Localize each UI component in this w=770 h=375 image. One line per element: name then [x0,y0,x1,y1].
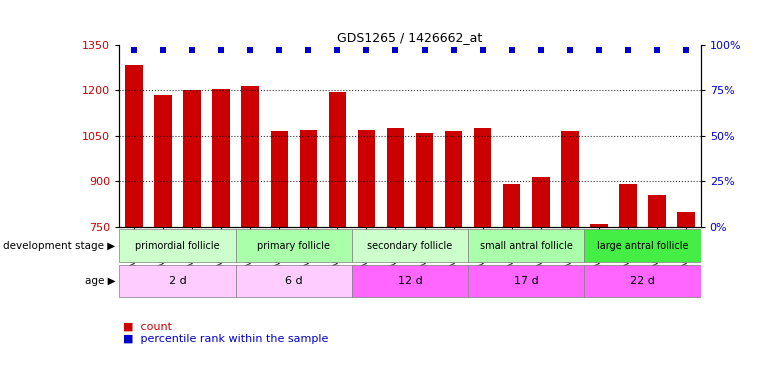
Bar [358,130,375,227]
Bar [387,128,404,227]
Bar [591,224,608,227]
Bar [119,265,236,297]
Bar [584,265,701,297]
Bar [213,89,229,227]
Point [331,48,343,54]
Bar [329,92,346,227]
Point [215,48,227,54]
Bar [474,128,491,227]
Point [593,48,605,54]
Bar [300,130,317,227]
Bar [270,131,288,227]
Point [186,48,198,54]
Title: GDS1265 / 1426662_at: GDS1265 / 1426662_at [337,31,483,44]
Bar [154,95,172,227]
Text: large antral follicle: large antral follicle [597,241,688,250]
Bar [416,133,434,227]
Point [390,48,402,54]
Bar [119,230,236,262]
Bar [503,183,521,227]
Bar [126,65,142,227]
Text: 2 d: 2 d [169,276,186,286]
Text: primordial follicle: primordial follicle [136,241,219,250]
Point [302,48,314,54]
Text: age ▶: age ▶ [85,276,116,286]
Point [244,48,256,54]
Text: 22 d: 22 d [630,276,655,286]
Bar [648,195,666,227]
Point [273,48,286,54]
Point [564,48,576,54]
Point [506,48,518,54]
Bar [532,177,550,227]
Text: ■  count: ■ count [123,321,172,331]
Bar [468,265,584,297]
Point [360,48,373,54]
Point [622,48,634,54]
Text: small antral follicle: small antral follicle [480,241,573,250]
Point [680,48,692,54]
Text: 12 d: 12 d [397,276,423,286]
Text: secondary follicle: secondary follicle [367,241,453,250]
Bar [678,212,695,227]
Bar [183,90,201,227]
Point [418,48,430,54]
Bar [236,230,352,262]
Bar [561,131,578,227]
Point [447,48,460,54]
Bar [584,230,701,262]
Bar [468,230,584,262]
Text: primary follicle: primary follicle [257,241,330,250]
Bar [445,131,462,227]
Bar [352,265,468,297]
Bar [619,183,637,227]
Point [651,48,663,54]
Bar [352,230,468,262]
Text: 6 d: 6 d [285,276,303,286]
Bar [242,86,259,227]
Point [157,48,169,54]
Text: development stage ▶: development stage ▶ [3,241,115,250]
Bar [236,265,352,297]
Text: 17 d: 17 d [514,276,539,286]
Point [477,48,489,54]
Point [534,48,547,54]
Point [128,48,140,54]
Text: ■  percentile rank within the sample: ■ percentile rank within the sample [123,334,329,344]
